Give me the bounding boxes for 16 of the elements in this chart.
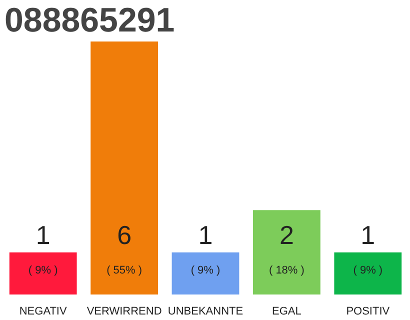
x-tick-label: EGAL — [272, 306, 302, 318]
annotation: ( 9% ) — [353, 264, 383, 276]
chart-title: 088865291 — [4, 2, 175, 40]
data-label: 2 — [279, 220, 294, 250]
x-tick-label: UNBEKANNTE — [168, 306, 244, 318]
data-label: 1 — [198, 220, 213, 250]
annotation: ( 9% ) — [28, 264, 58, 276]
annotation: ( 55% ) — [106, 264, 142, 276]
annotation: ( 9% ) — [190, 264, 220, 276]
data-label: 6 — [117, 220, 132, 250]
x-tick-label: POSITIV — [346, 306, 390, 318]
data-label: 1 — [360, 220, 376, 250]
annotation: ( 18% ) — [268, 264, 304, 276]
x-tick-label: VERWIRREND — [86, 306, 162, 318]
x-tick-label: NEGATIV — [19, 306, 68, 318]
data-label: 1 — [36, 220, 50, 250]
